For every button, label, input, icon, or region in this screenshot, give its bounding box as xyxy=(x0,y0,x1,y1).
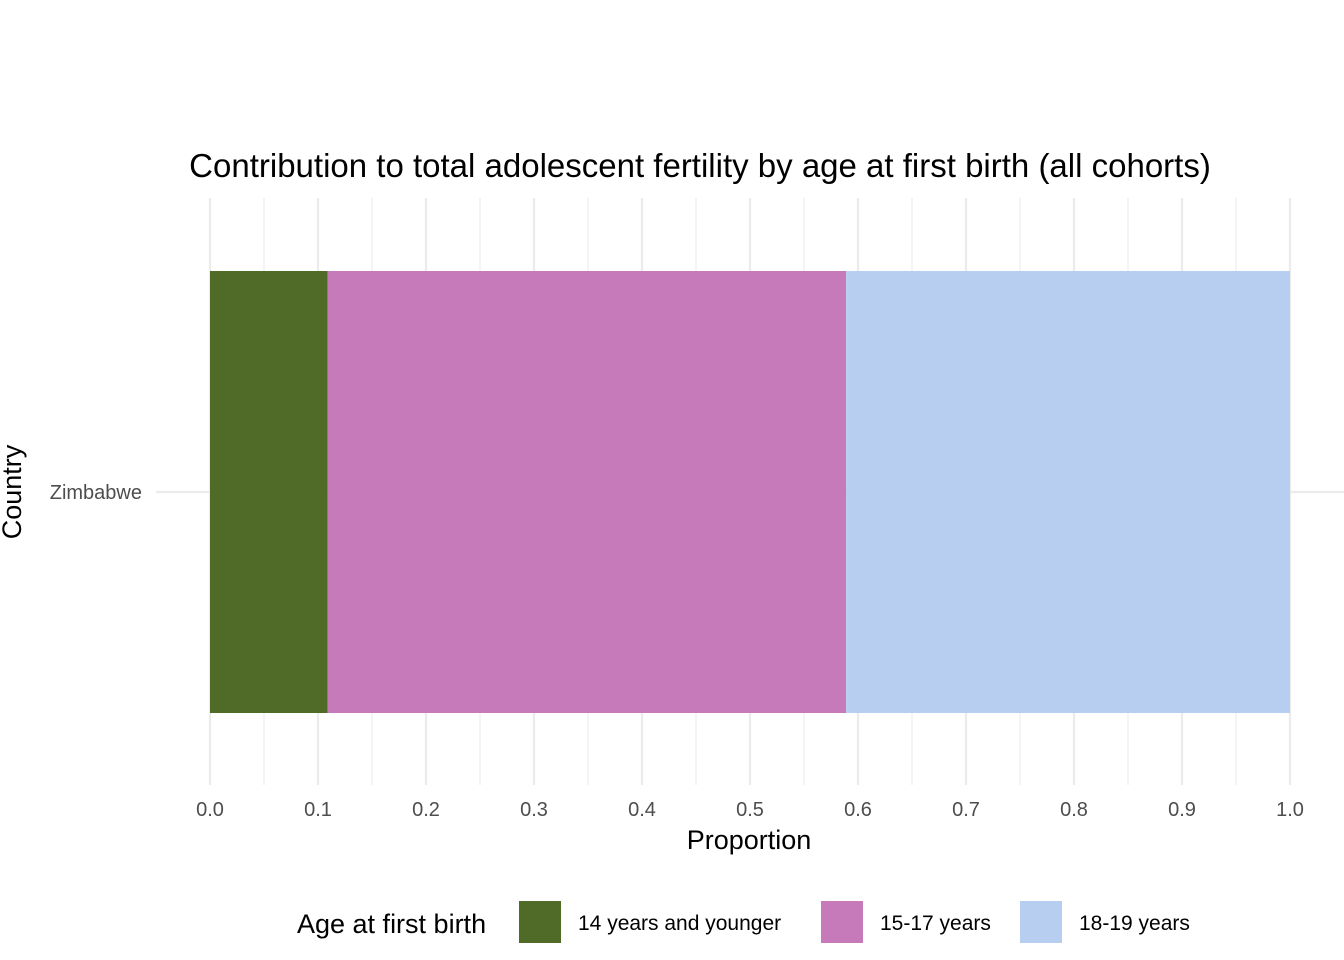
chart-title: Contribution to total adolescent fertili… xyxy=(189,147,1211,184)
x-tick-label: 1.0 xyxy=(1276,799,1304,821)
x-axis-title: Proportion xyxy=(687,825,812,855)
x-tick-label: 0.0 xyxy=(196,799,224,821)
legend-title: Age at first birth xyxy=(297,909,486,939)
y-tick-label: Zimbabwe xyxy=(50,482,142,504)
x-tick-label: 0.5 xyxy=(736,799,764,821)
bar-segment xyxy=(327,271,847,713)
x-tick-label: 0.7 xyxy=(952,799,980,821)
legend-label: 18-19 years xyxy=(1079,912,1190,935)
x-axis-ticks: 0.0 0.1 0.2 0.3 0.4 0.5 0.6 0.7 0.8 0.9 1.0 xyxy=(196,799,1304,821)
bar-segment xyxy=(846,271,1290,713)
legend-label: 14 years and younger xyxy=(578,912,781,935)
x-tick-label: 0.1 xyxy=(304,799,332,821)
bar-segment xyxy=(210,271,328,713)
legend-key xyxy=(821,901,863,943)
legend-label: 15-17 years xyxy=(880,912,991,935)
stacked-bars xyxy=(210,271,1290,713)
legend-key xyxy=(1020,901,1062,943)
x-tick-label: 0.8 xyxy=(1060,799,1088,821)
legend-key xyxy=(519,901,561,943)
legend: Age at first birth 14 years and younger 1… xyxy=(297,901,1190,943)
x-tick-label: 0.6 xyxy=(844,799,872,821)
x-tick-label: 0.4 xyxy=(628,799,656,821)
x-tick-label: 0.9 xyxy=(1168,799,1196,821)
x-tick-label: 0.3 xyxy=(520,799,548,821)
x-tick-label: 0.2 xyxy=(412,799,440,821)
y-axis-title: Country xyxy=(0,444,27,539)
y-axis-ticks: Zimbabwe xyxy=(50,482,142,504)
